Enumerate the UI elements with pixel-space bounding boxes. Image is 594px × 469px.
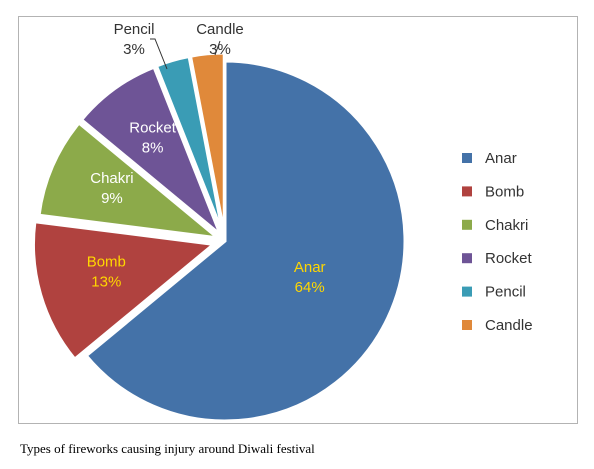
legend-swatch-chakri: [462, 219, 472, 230]
legend-label-bomb: Bomb: [485, 183, 524, 200]
leader-line-pencil: [150, 38, 168, 70]
chart-frame: Anar 64% Bomb 13% Chakri 9% Rocket 8% Pencil 3% Ca…: [18, 16, 578, 424]
legend-swatch-candle: [462, 320, 472, 330]
pie-slice-pencil: [154, 54, 225, 234]
slice-name-label-candle: Candle: [196, 21, 244, 38]
legend-swatch-anar: [462, 153, 472, 163]
legend: Anar Bomb Chakri Rocket Pencil Candle: [462, 150, 533, 334]
legend-label-anar: Anar: [485, 150, 517, 167]
slice-name-label-rocket: Rocket: [129, 119, 177, 136]
pie-slice-bomb: [31, 220, 218, 362]
legend-label-candle: Candle: [485, 317, 533, 334]
slice-value-label-rocket: 8%: [142, 139, 164, 156]
legend-label-rocket: Rocket: [485, 250, 533, 267]
slice-name-label-bomb: Bomb: [87, 253, 126, 270]
slice-name-label-chakri: Chakri: [90, 170, 133, 187]
pie-slice-rocket: [79, 65, 222, 236]
legend-label-chakri: Chakri: [485, 217, 528, 234]
pie-slices: [31, 51, 407, 423]
figure-caption: Types of fireworks causing injury around…: [20, 441, 315, 456]
leader-line-candle: [214, 40, 221, 56]
pie-slice-labels: Anar 64% Bomb 13% Chakri 9% Rocket 8% Pencil 3% Ca…: [87, 21, 326, 296]
pie-slice-chakri: [37, 120, 223, 240]
slice-value-label-candle: 3%: [209, 41, 231, 58]
legend-swatch-rocket: [462, 253, 472, 264]
pie-slice-anar: [84, 59, 407, 423]
legend-label-pencil: Pencil: [485, 284, 526, 301]
legend-swatch-bomb: [462, 186, 472, 197]
pie-slice-candle: [188, 51, 226, 234]
slice-value-label-pencil: 3%: [123, 41, 145, 58]
slice-value-label-chakri: 9%: [101, 190, 123, 207]
slice-name-label-anar: Anar: [294, 259, 326, 276]
slice-value-label-anar: 64%: [295, 279, 325, 296]
legend-swatch-pencil: [462, 286, 472, 297]
slice-name-label-pencil: Pencil: [114, 21, 155, 38]
slice-value-label-bomb: 13%: [91, 273, 121, 290]
pie-chart: Anar 64% Bomb 13% Chakri 9% Rocket 8% Pencil 3% Ca…: [31, 21, 533, 423]
